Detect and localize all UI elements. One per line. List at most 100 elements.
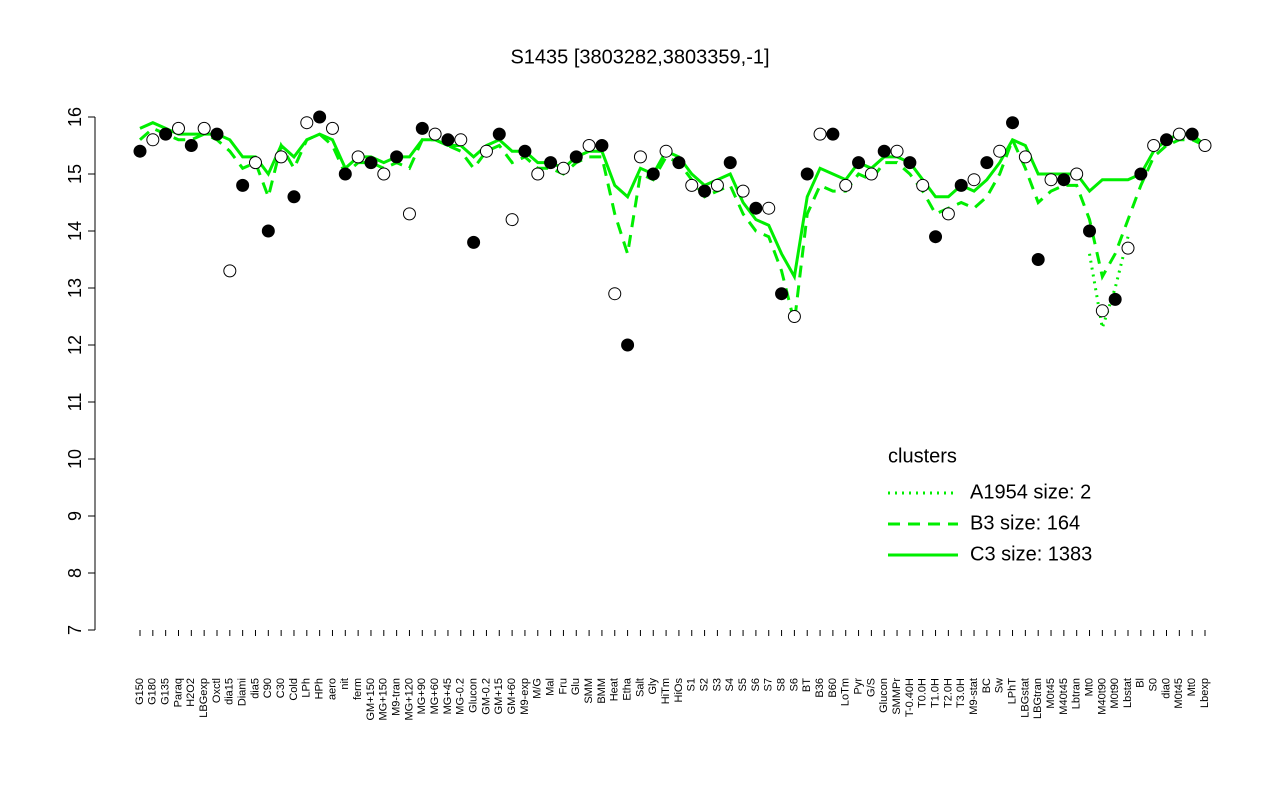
- x-tick-label: T3.0H: [955, 678, 967, 708]
- point: [1044, 173, 1058, 187]
- x-tick-label: SMMPr: [891, 678, 903, 715]
- point: [941, 207, 955, 221]
- point: [441, 133, 455, 147]
- x-tick-label: M9-tran: [391, 678, 403, 716]
- x-tick-label: GM+15: [493, 678, 505, 714]
- x-tick-label: G180: [147, 678, 159, 705]
- x-tick-label: T2.0H: [942, 678, 954, 708]
- point: [839, 178, 853, 192]
- y-tick-label: 14: [65, 221, 85, 241]
- x-tick-label: LBGtran: [1032, 678, 1044, 719]
- x-tick-label: GM+150: [365, 678, 377, 721]
- x-tick-label: C90: [262, 678, 274, 698]
- y-tick-label: 15: [65, 164, 85, 184]
- point: [479, 144, 493, 158]
- point: [223, 264, 237, 278]
- x-tick-label: S1: [686, 678, 698, 691]
- point: [338, 167, 352, 181]
- point: [1006, 116, 1020, 130]
- point: [325, 121, 339, 135]
- point: [518, 144, 532, 158]
- x-tick-label: Mt0: [1083, 678, 1095, 696]
- point: [582, 139, 596, 152]
- x-tick-label: LBGexp: [198, 678, 210, 718]
- x-tick-label: M40t90: [1096, 678, 1108, 715]
- point: [248, 156, 262, 170]
- point: [890, 144, 904, 158]
- x-tick-label: LoTm: [840, 678, 852, 706]
- point: [1057, 173, 1071, 187]
- point: [377, 167, 391, 181]
- x-tick-label: ferm: [352, 678, 364, 700]
- x-tick-label: Paraq: [172, 678, 184, 707]
- point: [1121, 241, 1135, 255]
- x-tick-label: H2O2: [185, 678, 197, 707]
- x-tick-label: MG+60: [429, 678, 441, 714]
- x-tick-label: S6: [788, 678, 800, 691]
- point: [903, 156, 917, 170]
- x-tick-label: Glucon: [878, 678, 890, 713]
- legend-label: B3 size: 164: [970, 512, 1080, 534]
- x-tick-label: dia5: [249, 678, 261, 699]
- point: [967, 173, 981, 187]
- point: [1018, 150, 1032, 164]
- y-tick-label: 16: [65, 107, 85, 127]
- point: [852, 156, 866, 170]
- x-tick-label: Etha: [621, 677, 633, 701]
- y-tick-label: 12: [65, 335, 85, 355]
- point: [492, 127, 506, 141]
- point: [300, 116, 314, 130]
- x-tick-label: HiOs: [673, 678, 685, 703]
- point: [877, 144, 891, 158]
- point: [1172, 127, 1186, 141]
- x-tick-label: G150: [134, 678, 146, 705]
- point: [556, 161, 570, 175]
- x-tick-label: S0: [1148, 678, 1160, 691]
- point: [569, 150, 583, 164]
- x-tick-label: M9-stat: [968, 678, 980, 715]
- point: [775, 287, 789, 301]
- x-tick-label: S6: [750, 678, 762, 691]
- point: [1134, 167, 1148, 181]
- x-tick-label: Lbstat: [1122, 678, 1134, 708]
- point: [980, 156, 994, 170]
- point: [864, 167, 878, 181]
- point: [210, 127, 224, 141]
- point: [659, 144, 673, 158]
- x-tick-label: Salt: [634, 678, 646, 697]
- point: [736, 184, 750, 198]
- x-tick-label: Sw: [994, 678, 1006, 693]
- point: [428, 127, 442, 141]
- point: [1185, 127, 1199, 141]
- x-tick-label: dia0: [1160, 678, 1172, 699]
- x-tick-label: Lbtran: [1071, 678, 1083, 709]
- x-tick-label: M40t45: [1058, 678, 1070, 715]
- x-tick-label: S7: [763, 678, 775, 691]
- x-tick-label: Cold: [288, 678, 300, 701]
- x-tick-label: Pyr: [852, 678, 864, 695]
- x-tick-label: B36: [814, 678, 826, 698]
- x-tick-label: MG+120: [403, 678, 415, 721]
- point: [261, 224, 275, 238]
- point: [171, 121, 185, 135]
- point: [1070, 167, 1084, 181]
- point: [467, 235, 481, 249]
- x-tick-label: HiTm: [660, 678, 672, 704]
- x-tick-label: Glu: [570, 678, 582, 695]
- x-tick-label: GM+60: [506, 678, 518, 714]
- point: [1108, 292, 1122, 306]
- point: [1083, 224, 1097, 238]
- x-tick-label: Gly: [647, 678, 659, 695]
- x-tick-label: MG+90: [416, 678, 428, 714]
- x-tick-label: SMM: [583, 678, 595, 704]
- x-tick-label: aero: [326, 678, 338, 700]
- x-tick-label: B60: [827, 678, 839, 698]
- cluster-line: [139, 126, 1206, 323]
- x-tick-label: Diami: [237, 678, 249, 706]
- point: [710, 178, 724, 192]
- x-tick-label: Lbexp: [1199, 678, 1211, 708]
- y-tick-label: 7: [65, 625, 85, 635]
- x-tick-label: LPhT: [1006, 678, 1018, 705]
- x-tick-label: nit: [339, 678, 351, 690]
